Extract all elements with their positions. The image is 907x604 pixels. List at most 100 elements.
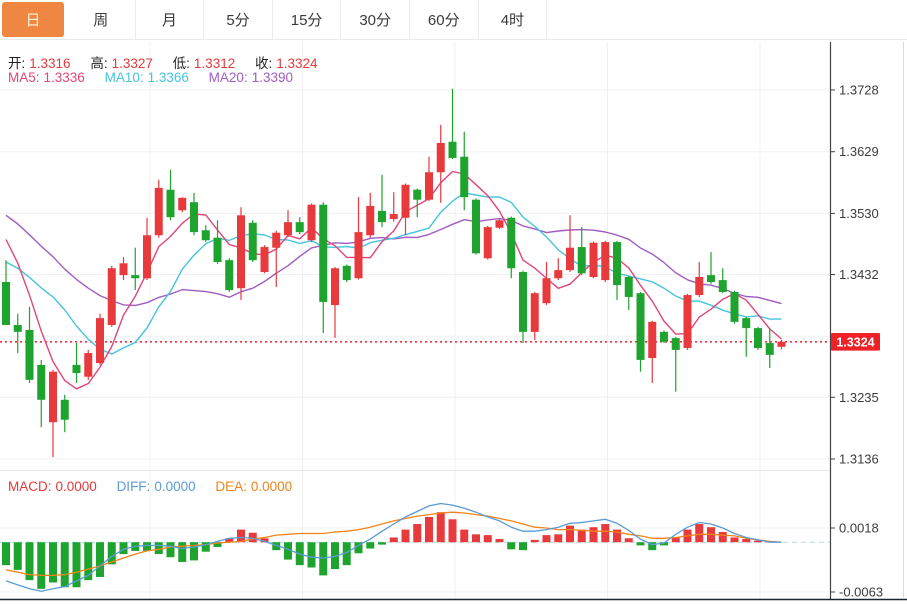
macd-histogram-bar [319,542,328,576]
candlestick [178,197,187,211]
tab-月[interactable]: 月 [136,0,205,39]
tab-30分[interactable]: 30分 [341,0,410,39]
candlestick [483,227,492,259]
candlestick [213,237,222,263]
macd-histogram-bar [237,529,245,543]
axis-label: 1.3629 [839,144,879,159]
tab-60分[interactable]: 60分 [410,0,479,39]
candlestick [589,242,598,277]
price-tag-value: 1.3324 [836,335,874,349]
macd-histogram-bar [695,524,704,543]
candlestick [25,329,34,380]
candlestick [742,318,751,329]
axis-label: 1.3530 [839,206,879,221]
tab-15分[interactable]: 15分 [273,0,342,39]
candlestick [154,187,163,236]
ma10-line [5,192,782,355]
price-tag [831,333,880,351]
candlestick [60,399,69,420]
tab-4时[interactable]: 4时 [479,0,548,39]
axis-label: 1.3728 [839,83,879,98]
candlestick [190,202,198,233]
macd-histogram-bar [307,542,316,568]
macd-histogram-bar [624,538,633,543]
candlestick [542,278,551,304]
candlestick [401,184,410,218]
ma20-line [5,214,782,307]
macd-histogram-bar [648,542,657,551]
candlestick [284,222,292,236]
macd-histogram-bar [37,542,46,589]
macd-histogram-bar [495,539,504,543]
candlestick [201,230,210,241]
macd-histogram-bar [13,542,22,570]
macd-histogram-bar [425,516,433,543]
macd-histogram-bar [460,529,469,543]
macd-histogram-bar [413,524,422,543]
macd-histogram-bar [248,532,257,543]
macd-histogram-bar [84,542,93,581]
axis-label: 1.3235 [839,390,879,405]
macd-histogram-bar [718,531,727,543]
candlestick [765,343,774,355]
macd-histogram-bar [754,540,762,543]
candlestick [577,247,586,274]
macd-histogram-bar [448,519,457,543]
candlestick [143,235,151,279]
macd-histogram-bar [60,542,69,588]
tab-日[interactable]: 日 [2,2,64,37]
macd-histogram-bar [49,542,57,583]
candlestick [166,189,175,218]
candlestick [472,199,480,254]
macd-histogram-bar [507,542,516,550]
candlestick [413,189,422,200]
candlestick [660,331,668,342]
macd-histogram-bar [178,542,187,562]
candlestick [683,295,692,349]
macd-histogram-bar [472,534,480,543]
candlestick [530,293,539,332]
macd-histogram-bar [636,542,645,546]
macd-histogram-bar [566,525,574,543]
macd-histogram-bar [730,537,739,543]
macd-histogram-bar [107,542,116,565]
macd-histogram-bar [542,535,551,543]
axis-label: 1.3432 [839,267,879,282]
candlestick [636,293,645,360]
candlestick [319,204,328,302]
candlestick [366,205,375,236]
macd-histogram-bar [366,542,375,549]
macd-histogram-bar [401,529,410,543]
candlestick [378,210,386,223]
dea-line [5,511,782,577]
candlestick [307,204,316,241]
macd-histogram-bar [225,538,234,543]
candlestick [119,263,128,276]
candlestick [519,272,527,332]
candlestick [624,276,633,297]
macd-histogram-bar [589,527,598,543]
candlestick [495,220,504,228]
candlestick [389,214,398,220]
macd-histogram-bar [190,542,198,561]
candlestick [613,242,621,286]
macd-histogram-bar [601,524,610,543]
timeframe-tabs: 日周月 5分 15分 30分 60分 4时 [0,0,907,40]
macd-histogram-bar [742,539,751,543]
candlestick [131,275,140,279]
macd-histogram-bar [119,542,128,555]
tab-周[interactable]: 周 [67,0,136,39]
candlestick [718,280,727,292]
candlestick [566,247,574,271]
candlestick [730,291,739,322]
macd-histogram-bar [554,534,563,543]
macd-histogram-bar [213,542,222,547]
tab-5分[interactable]: 5分 [204,0,273,39]
candlestick [460,156,469,198]
candlestick [72,364,81,373]
candlestick [96,318,104,364]
candlestick [507,217,516,269]
macd-histogram-bar [354,542,363,554]
candlestick [554,270,563,279]
